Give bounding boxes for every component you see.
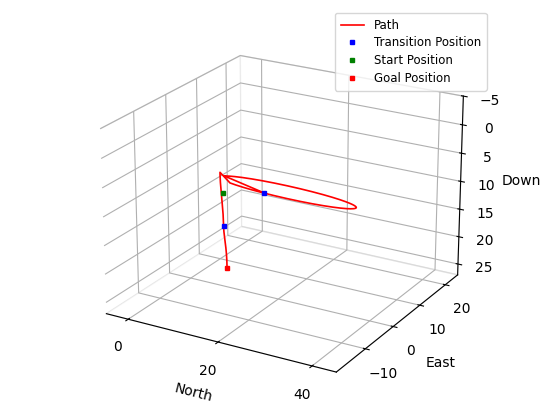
X-axis label: North: North: [172, 381, 214, 404]
Legend: Path, Transition Position, Start Position, Goal Position: Path, Transition Position, Start Positio…: [335, 13, 487, 91]
Y-axis label: East: East: [426, 356, 456, 370]
